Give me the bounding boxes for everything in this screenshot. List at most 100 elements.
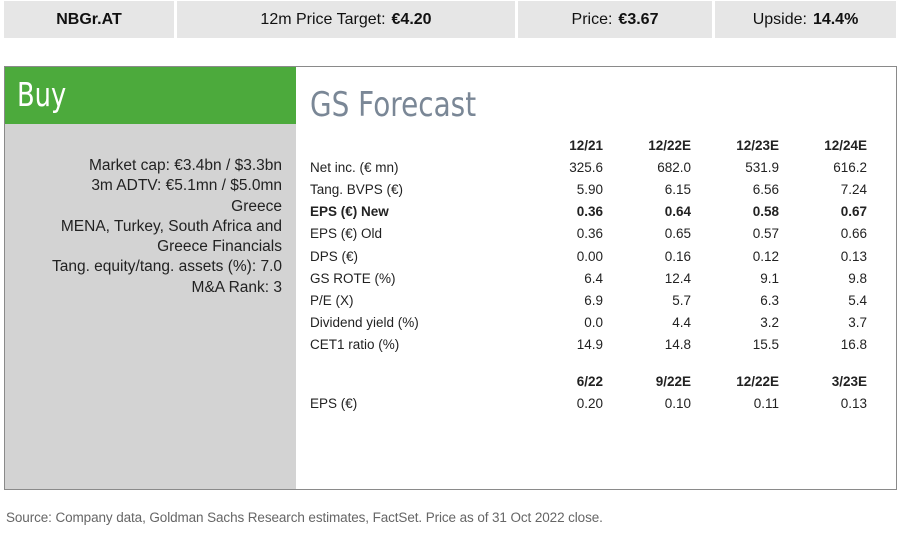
row-label: Tang. BVPS (€): [310, 181, 404, 197]
table-row: EPS (€) 0.20 0.10 0.11 0.13: [310, 392, 867, 414]
table-cell: 0.66: [840, 226, 867, 242]
price-value: €3.67: [618, 10, 659, 28]
table-cell: 16.8: [840, 337, 867, 353]
table-cell: 325.6: [569, 159, 603, 175]
ticker: NBGr.AT: [4, 1, 174, 38]
table-cell: 9.8: [848, 270, 867, 286]
table-row: EPS (€) New 0.36 0.64 0.58 0.67: [310, 201, 867, 223]
table-cell: 0.00: [576, 248, 603, 264]
table-cell: 9.1: [760, 270, 779, 286]
table-cell: 6.15: [664, 181, 691, 197]
table-cell: 0.13: [840, 248, 867, 264]
table-cell: 0.64: [664, 204, 691, 220]
table-cell: 0.10: [664, 395, 691, 411]
table-cell: 0.36: [576, 204, 603, 220]
table-cell: 12.4: [664, 270, 691, 286]
table-cell: 14.9: [576, 337, 603, 353]
table-cell: 7.24: [840, 181, 867, 197]
table-cell: 0.58: [752, 204, 779, 220]
company-metrics: Market cap: €3.4bn / $3.3bn 3m ADTV: €5.1…: [2, 156, 282, 298]
table-cell: 5.90: [576, 181, 603, 197]
table-cell: 0.13: [840, 395, 867, 411]
table-cell: 4.4: [672, 315, 691, 331]
row-label: P/E (X): [310, 292, 354, 308]
table-row: DPS (€) 0.00 0.16 0.12 0.13: [310, 245, 867, 267]
row-label: DPS (€): [310, 248, 359, 264]
table-cell: 6.3: [760, 292, 779, 308]
table-cell: 0.0: [584, 315, 603, 331]
table-cell: 682.0: [657, 159, 691, 175]
forecast-title: GS Forecast: [310, 85, 477, 125]
ticker-text: NBGr.AT: [56, 10, 122, 28]
row-label: CET1 ratio (%): [310, 337, 400, 353]
quarterly-forecast-table: 6/22 9/22E 12/22E 3/23E EPS (€) 0.20 0.10 0.11…: [310, 370, 867, 414]
column-header: 6/22: [576, 373, 603, 389]
column-header: 12/23E: [736, 137, 779, 153]
price-target-value: €4.20: [391, 10, 432, 28]
table-cell: 3.2: [760, 315, 779, 331]
table-row: Net inc. (€ mn) 325.6 682.0 531.9 616.2: [310, 156, 867, 178]
metric-line: Tang. equity/tang. assets (%): 7.0: [51, 258, 282, 276]
column-header: 3/23E: [831, 373, 867, 389]
upside: Upside: 14.4%: [715, 1, 896, 38]
price-target-label: 12m Price Target:: [260, 10, 386, 28]
metric-line: M&A Rank: 3: [191, 278, 282, 296]
table-cell: 15.5: [752, 337, 779, 353]
metric-line: 3m ADTV: €5.1mn / $5.0mn: [91, 177, 282, 195]
table-cell: 616.2: [833, 159, 867, 175]
price-label: Price:: [571, 10, 613, 28]
column-header: 9/22E: [655, 373, 691, 389]
table-row: Dividend yield (%) 0.0 4.4 3.2 3.7: [310, 312, 867, 334]
table-row: GS ROTE (%) 6.4 12.4 9.1 9.8: [310, 267, 867, 289]
table-cell: 5.4: [848, 292, 867, 308]
row-label: Dividend yield (%): [310, 315, 419, 331]
rating-badge: Buy: [5, 67, 296, 124]
table-cell: 0.67: [840, 204, 867, 220]
metric-line: Market cap: €3.4bn / $3.3bn: [88, 157, 282, 174]
row-label: EPS (€) Old: [310, 226, 383, 242]
row-label: EPS (€) New: [310, 204, 389, 220]
header-spacer: [310, 370, 515, 392]
table-cell: 0.11: [753, 395, 779, 411]
upside-value: 14.4%: [812, 10, 859, 28]
row-label: GS ROTE (%): [310, 270, 396, 286]
metric-line: Greece Financials: [157, 238, 282, 256]
price-target: 12m Price Target: €4.20: [177, 1, 515, 38]
table-cell: 14.8: [664, 337, 691, 353]
research-summary-box: Buy Market cap: €3.4bn / $3.3bn 3m ADTV: …: [4, 66, 897, 490]
header-bar: NBGr.AT 12m Price Target: €4.20 Price: €3.…: [4, 1, 897, 38]
source-footnote: Source: Company data, Goldman Sachs Rese…: [6, 510, 603, 525]
table-cell: 6.4: [584, 270, 603, 286]
table-cell: 0.57: [752, 226, 779, 242]
table-row: Tang. BVPS (€) 5.90 6.15 6.56 7.24: [310, 178, 867, 200]
column-header: 12/24E: [824, 137, 867, 153]
table-cell: 3.7: [848, 315, 867, 331]
table-cell: 0.20: [576, 395, 603, 411]
table-row: EPS (€) Old 0.36 0.65 0.57 0.66: [310, 223, 867, 245]
table-cell: 5.7: [672, 292, 691, 308]
column-header: 12/21: [569, 137, 603, 153]
table-cell: 0.36: [576, 226, 603, 242]
rating-text: Buy: [17, 75, 67, 114]
table-row: P/E (X) 6.9 5.7 6.3 5.4: [310, 289, 867, 311]
table-row: CET1 ratio (%) 14.9 14.8 15.5 16.8: [310, 334, 867, 356]
table-cell: 6.56: [752, 181, 779, 197]
metric-line: MENA, Turkey, South Africa and: [60, 217, 282, 235]
row-label: EPS (€): [310, 395, 358, 411]
table-cell: 6.9: [584, 292, 603, 308]
column-header: 12/22E: [736, 373, 779, 389]
upside-label: Upside:: [752, 10, 807, 28]
table-cell: 0.12: [752, 248, 779, 264]
table-cell: 531.9: [745, 159, 779, 175]
table-cell: 0.65: [664, 226, 691, 242]
price: Price: €3.67: [518, 1, 712, 38]
metric-line: Greece: [231, 197, 282, 215]
column-header: 12/22E: [648, 137, 691, 153]
header-spacer: [310, 134, 515, 156]
annual-header-row: 12/21 12/22E 12/23E 12/24E: [310, 134, 867, 156]
table-cell: 0.16: [664, 248, 691, 264]
company-panel: Buy Market cap: €3.4bn / $3.3bn 3m ADTV: …: [5, 67, 296, 489]
row-label: Net inc. (€ mn): [310, 159, 399, 175]
annual-forecast-table: 12/21 12/22E 12/23E 12/24E Net inc. (€ mn) 3…: [310, 134, 867, 356]
quarterly-header-row: 6/22 9/22E 12/22E 3/23E: [310, 370, 867, 392]
